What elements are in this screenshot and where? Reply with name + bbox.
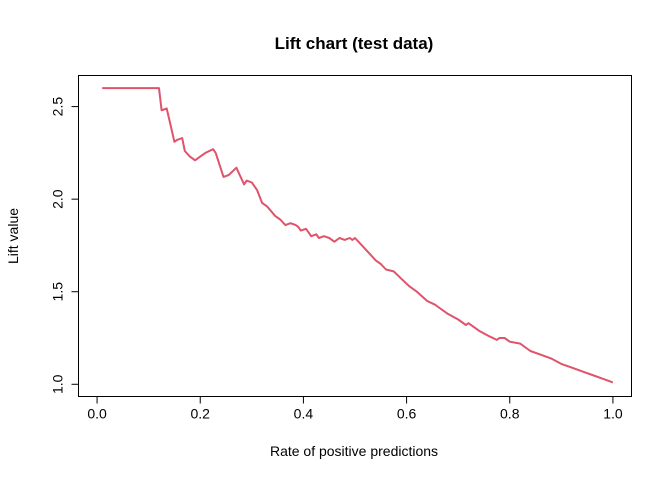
y-tick-label: 2.5 xyxy=(50,97,66,117)
y-axis-label: Lift value xyxy=(5,208,21,264)
y-tick-label: 1.5 xyxy=(50,282,66,302)
chart-title: Lift chart (test data) xyxy=(275,34,434,53)
lift-series-line xyxy=(102,87,614,384)
x-tick-label: 0.6 xyxy=(397,406,417,422)
x-tick-label: 1.0 xyxy=(603,406,623,422)
x-axis: 0.0 0.2 0.4 0.6 0.8 1.0 xyxy=(87,396,623,422)
x-tick-label: 0.8 xyxy=(500,406,520,422)
x-tick-label: 0.0 xyxy=(87,406,107,422)
y-tick-label: 2.0 xyxy=(50,189,66,209)
x-axis-label: Rate of positive predictions xyxy=(270,443,438,459)
x-tick-label: 0.2 xyxy=(191,406,211,422)
plot-area xyxy=(78,75,632,397)
y-axis: 1.0 1.5 2.0 2.5 xyxy=(50,97,79,394)
x-tick-label: 0.4 xyxy=(294,406,314,422)
y-tick-label: 1.0 xyxy=(50,374,66,394)
